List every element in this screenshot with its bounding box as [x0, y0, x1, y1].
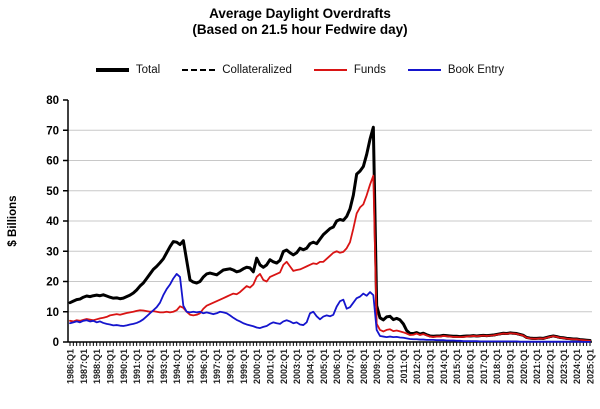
- x-tick-label: 1989:Q1: [106, 349, 116, 384]
- collateralized-line-swatch: [182, 69, 216, 71]
- x-tick-label: 1988:Q1: [92, 349, 102, 384]
- x-tick-label: 2023:Q1: [559, 349, 569, 384]
- y-tick-label: 60: [46, 156, 59, 168]
- y-tick-label: 0: [53, 337, 59, 349]
- y-tick-label: 30: [46, 246, 59, 258]
- x-tick-label: 2021:Q1: [532, 349, 542, 384]
- legend-label-funds: Funds: [353, 64, 386, 76]
- x-tick-label: 1994:Q1: [172, 349, 182, 384]
- x-tick-label: 2010:Q1: [386, 349, 396, 384]
- legend-item-book-entry: Book Entry: [407, 64, 505, 76]
- x-tick-label: 1998:Q1: [226, 349, 236, 384]
- legend-label-book-entry: Book Entry: [447, 64, 505, 76]
- x-tick-label: 2008:Q1: [359, 349, 369, 384]
- y-tick-label: 20: [46, 277, 59, 289]
- x-tick-label: 1993:Q1: [159, 349, 169, 384]
- series-line-total: [68, 125, 592, 342]
- x-tick-label: 2001:Q1: [266, 349, 276, 384]
- x-tick-label: 2012:Q1: [412, 349, 422, 384]
- x-tick-label: 1987:Q1: [79, 349, 89, 384]
- legend-item-funds: Funds: [313, 64, 386, 76]
- x-tick-label: 1992:Q1: [146, 349, 156, 384]
- legend-label-total: Total: [135, 64, 161, 76]
- x-tick-label: 1996:Q1: [199, 349, 209, 384]
- x-tick-label: 1999:Q1: [239, 349, 249, 384]
- book-entry-line-swatch: [407, 69, 441, 71]
- x-tick-label: 2005:Q1: [319, 349, 329, 384]
- x-tick-label: 2014:Q1: [439, 349, 449, 384]
- x-tick-label: 2011:Q1: [399, 349, 409, 384]
- series-line-funds: [69, 174, 591, 342]
- series-line-book-entry: [69, 273, 591, 343]
- x-tick-label: 1990:Q1: [119, 349, 129, 384]
- chart-subtitle: (Based on 21.5 hour Fedwire day): [192, 22, 408, 38]
- legend-label-collateralized: Collateralized: [222, 64, 292, 76]
- title-block: Average Daylight Overdrafts (Based on 21…: [0, 6, 600, 38]
- x-tick-label: 2002:Q1: [279, 349, 289, 384]
- x-tick-label: 2022:Q1: [546, 349, 556, 384]
- legend: Total Collateralized Funds Book Entry: [0, 64, 600, 76]
- x-tick-label: 2000:Q1: [252, 349, 262, 384]
- x-tick-label: 2013:Q1: [426, 349, 436, 384]
- x-tick-label: 2004:Q1: [306, 349, 316, 384]
- x-tick-label: 2015:Q1: [452, 349, 462, 384]
- x-tick-label: 2018:Q1: [492, 349, 502, 384]
- x-tick-label: 2003:Q1: [292, 349, 302, 384]
- x-tick-label: 2017:Q1: [479, 349, 489, 384]
- y-tick-label: 80: [46, 95, 59, 107]
- y-tick-label: 70: [46, 125, 59, 137]
- x-tick-label: 2009:Q1: [372, 349, 382, 384]
- y-axis-title: $ Billions: [7, 195, 19, 246]
- x-tick-label: 1995:Q1: [186, 349, 196, 384]
- x-tick-label: 1991:Q1: [132, 349, 142, 384]
- y-tick-label: 10: [46, 307, 59, 319]
- x-tick-label: 1997:Q1: [212, 349, 222, 384]
- y-tick-label: 50: [46, 186, 59, 198]
- x-tick-label: 2006:Q1: [332, 349, 342, 384]
- x-tick-label: 2025:Q1: [586, 349, 596, 384]
- total-line-swatch: [95, 68, 129, 72]
- funds-line-swatch: [313, 69, 347, 71]
- x-tick-label: 2007:Q1: [346, 349, 356, 384]
- chart-title: Average Daylight Overdrafts: [209, 6, 391, 21]
- x-tick-label: 2024:Q1: [572, 349, 582, 384]
- x-tick-label: 2019:Q1: [506, 349, 516, 384]
- y-tick-label: 40: [46, 216, 59, 228]
- x-tick-label: 2020:Q1: [519, 349, 529, 384]
- legend-item-total: Total: [95, 64, 161, 76]
- x-tick-label: 2016:Q1: [466, 349, 476, 384]
- legend-item-collateralized: Collateralized: [182, 64, 292, 76]
- x-tick-label: 1986:Q1: [66, 349, 76, 384]
